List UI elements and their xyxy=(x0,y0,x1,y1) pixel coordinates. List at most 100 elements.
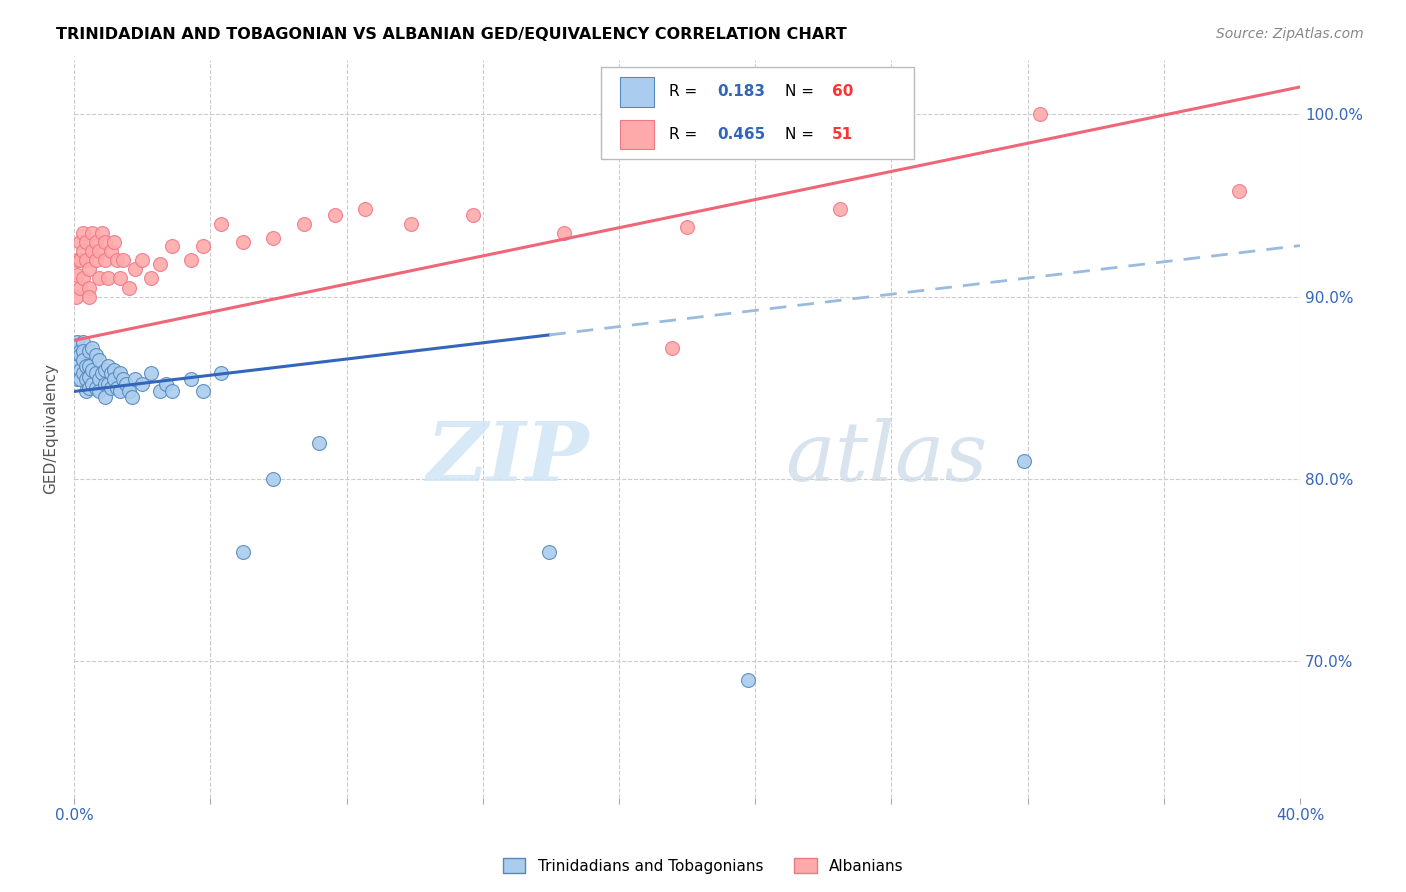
Point xyxy=(79,369,101,384)
Point xyxy=(108,384,131,399)
Text: ZIP: ZIP xyxy=(426,418,589,499)
Point xyxy=(354,202,377,216)
Point xyxy=(66,335,89,350)
Point xyxy=(93,362,115,376)
FancyBboxPatch shape xyxy=(602,67,914,160)
Point xyxy=(75,384,97,399)
Point xyxy=(66,268,89,282)
Point xyxy=(72,244,94,258)
Point xyxy=(87,271,110,285)
FancyBboxPatch shape xyxy=(620,120,654,149)
Point xyxy=(82,362,104,376)
Point xyxy=(538,545,561,559)
Point xyxy=(82,226,104,240)
Point xyxy=(65,344,87,359)
Point xyxy=(103,362,125,376)
Point xyxy=(1227,184,1250,198)
Point xyxy=(97,377,120,392)
Point xyxy=(399,217,422,231)
Point xyxy=(118,384,141,399)
Point xyxy=(105,253,128,268)
Point xyxy=(155,377,177,392)
Point xyxy=(90,366,112,380)
Text: 60: 60 xyxy=(832,85,853,99)
Point xyxy=(75,235,97,249)
Point xyxy=(124,372,146,386)
Point xyxy=(461,208,484,222)
Text: N =: N = xyxy=(785,127,820,142)
Point xyxy=(84,253,107,268)
Point xyxy=(69,348,91,362)
Point xyxy=(553,226,575,240)
Point xyxy=(79,290,101,304)
Point xyxy=(84,235,107,249)
Point xyxy=(262,472,284,486)
Text: 0.183: 0.183 xyxy=(717,85,766,99)
Point xyxy=(830,202,852,216)
Y-axis label: GED/Equivalency: GED/Equivalency xyxy=(44,363,58,494)
Point xyxy=(209,366,232,380)
Text: atlas: atlas xyxy=(785,418,987,499)
Point xyxy=(139,366,162,380)
Point xyxy=(84,348,107,362)
Point xyxy=(79,262,101,277)
Point xyxy=(131,253,153,268)
Point xyxy=(72,344,94,359)
Point xyxy=(84,366,107,380)
Point xyxy=(66,359,89,373)
Point xyxy=(93,235,115,249)
Point xyxy=(69,362,91,376)
Point xyxy=(66,372,89,386)
Point xyxy=(149,257,172,271)
Point xyxy=(112,372,135,386)
Point xyxy=(103,372,125,386)
Point xyxy=(82,244,104,258)
Text: 0.465: 0.465 xyxy=(717,127,766,142)
Point xyxy=(100,381,122,395)
Point xyxy=(87,353,110,368)
Point xyxy=(75,359,97,373)
Point xyxy=(87,372,110,386)
Point xyxy=(124,262,146,277)
Point xyxy=(308,435,330,450)
Point xyxy=(191,384,214,399)
Point xyxy=(87,244,110,258)
Point xyxy=(97,271,120,285)
Point xyxy=(118,280,141,294)
Point xyxy=(72,353,94,368)
Point xyxy=(100,366,122,380)
Point xyxy=(75,372,97,386)
Point xyxy=(661,341,683,355)
Point xyxy=(149,384,172,399)
Point xyxy=(72,226,94,240)
Point xyxy=(1028,107,1050,121)
Point xyxy=(69,235,91,249)
Point xyxy=(97,359,120,373)
Point xyxy=(108,366,131,380)
Point xyxy=(69,253,91,268)
Point xyxy=(100,244,122,258)
Point xyxy=(65,290,87,304)
Point xyxy=(676,220,699,235)
Text: R =: R = xyxy=(669,85,702,99)
Point xyxy=(1012,454,1035,468)
Legend: Trinidadians and Tobagonians, Albanians: Trinidadians and Tobagonians, Albanians xyxy=(496,852,910,880)
Point xyxy=(79,381,101,395)
Point xyxy=(180,253,202,268)
Point xyxy=(112,253,135,268)
Point xyxy=(84,381,107,395)
Point xyxy=(160,238,183,252)
Point xyxy=(79,280,101,294)
Point xyxy=(160,384,183,399)
Point xyxy=(209,217,232,231)
Point xyxy=(292,217,315,231)
Point xyxy=(139,271,162,285)
Text: Source: ZipAtlas.com: Source: ZipAtlas.com xyxy=(1216,27,1364,41)
Point xyxy=(108,271,131,285)
Point xyxy=(69,344,91,359)
Point xyxy=(323,208,346,222)
Point xyxy=(90,226,112,240)
Point xyxy=(131,377,153,392)
Point xyxy=(82,377,104,392)
FancyBboxPatch shape xyxy=(620,77,654,107)
